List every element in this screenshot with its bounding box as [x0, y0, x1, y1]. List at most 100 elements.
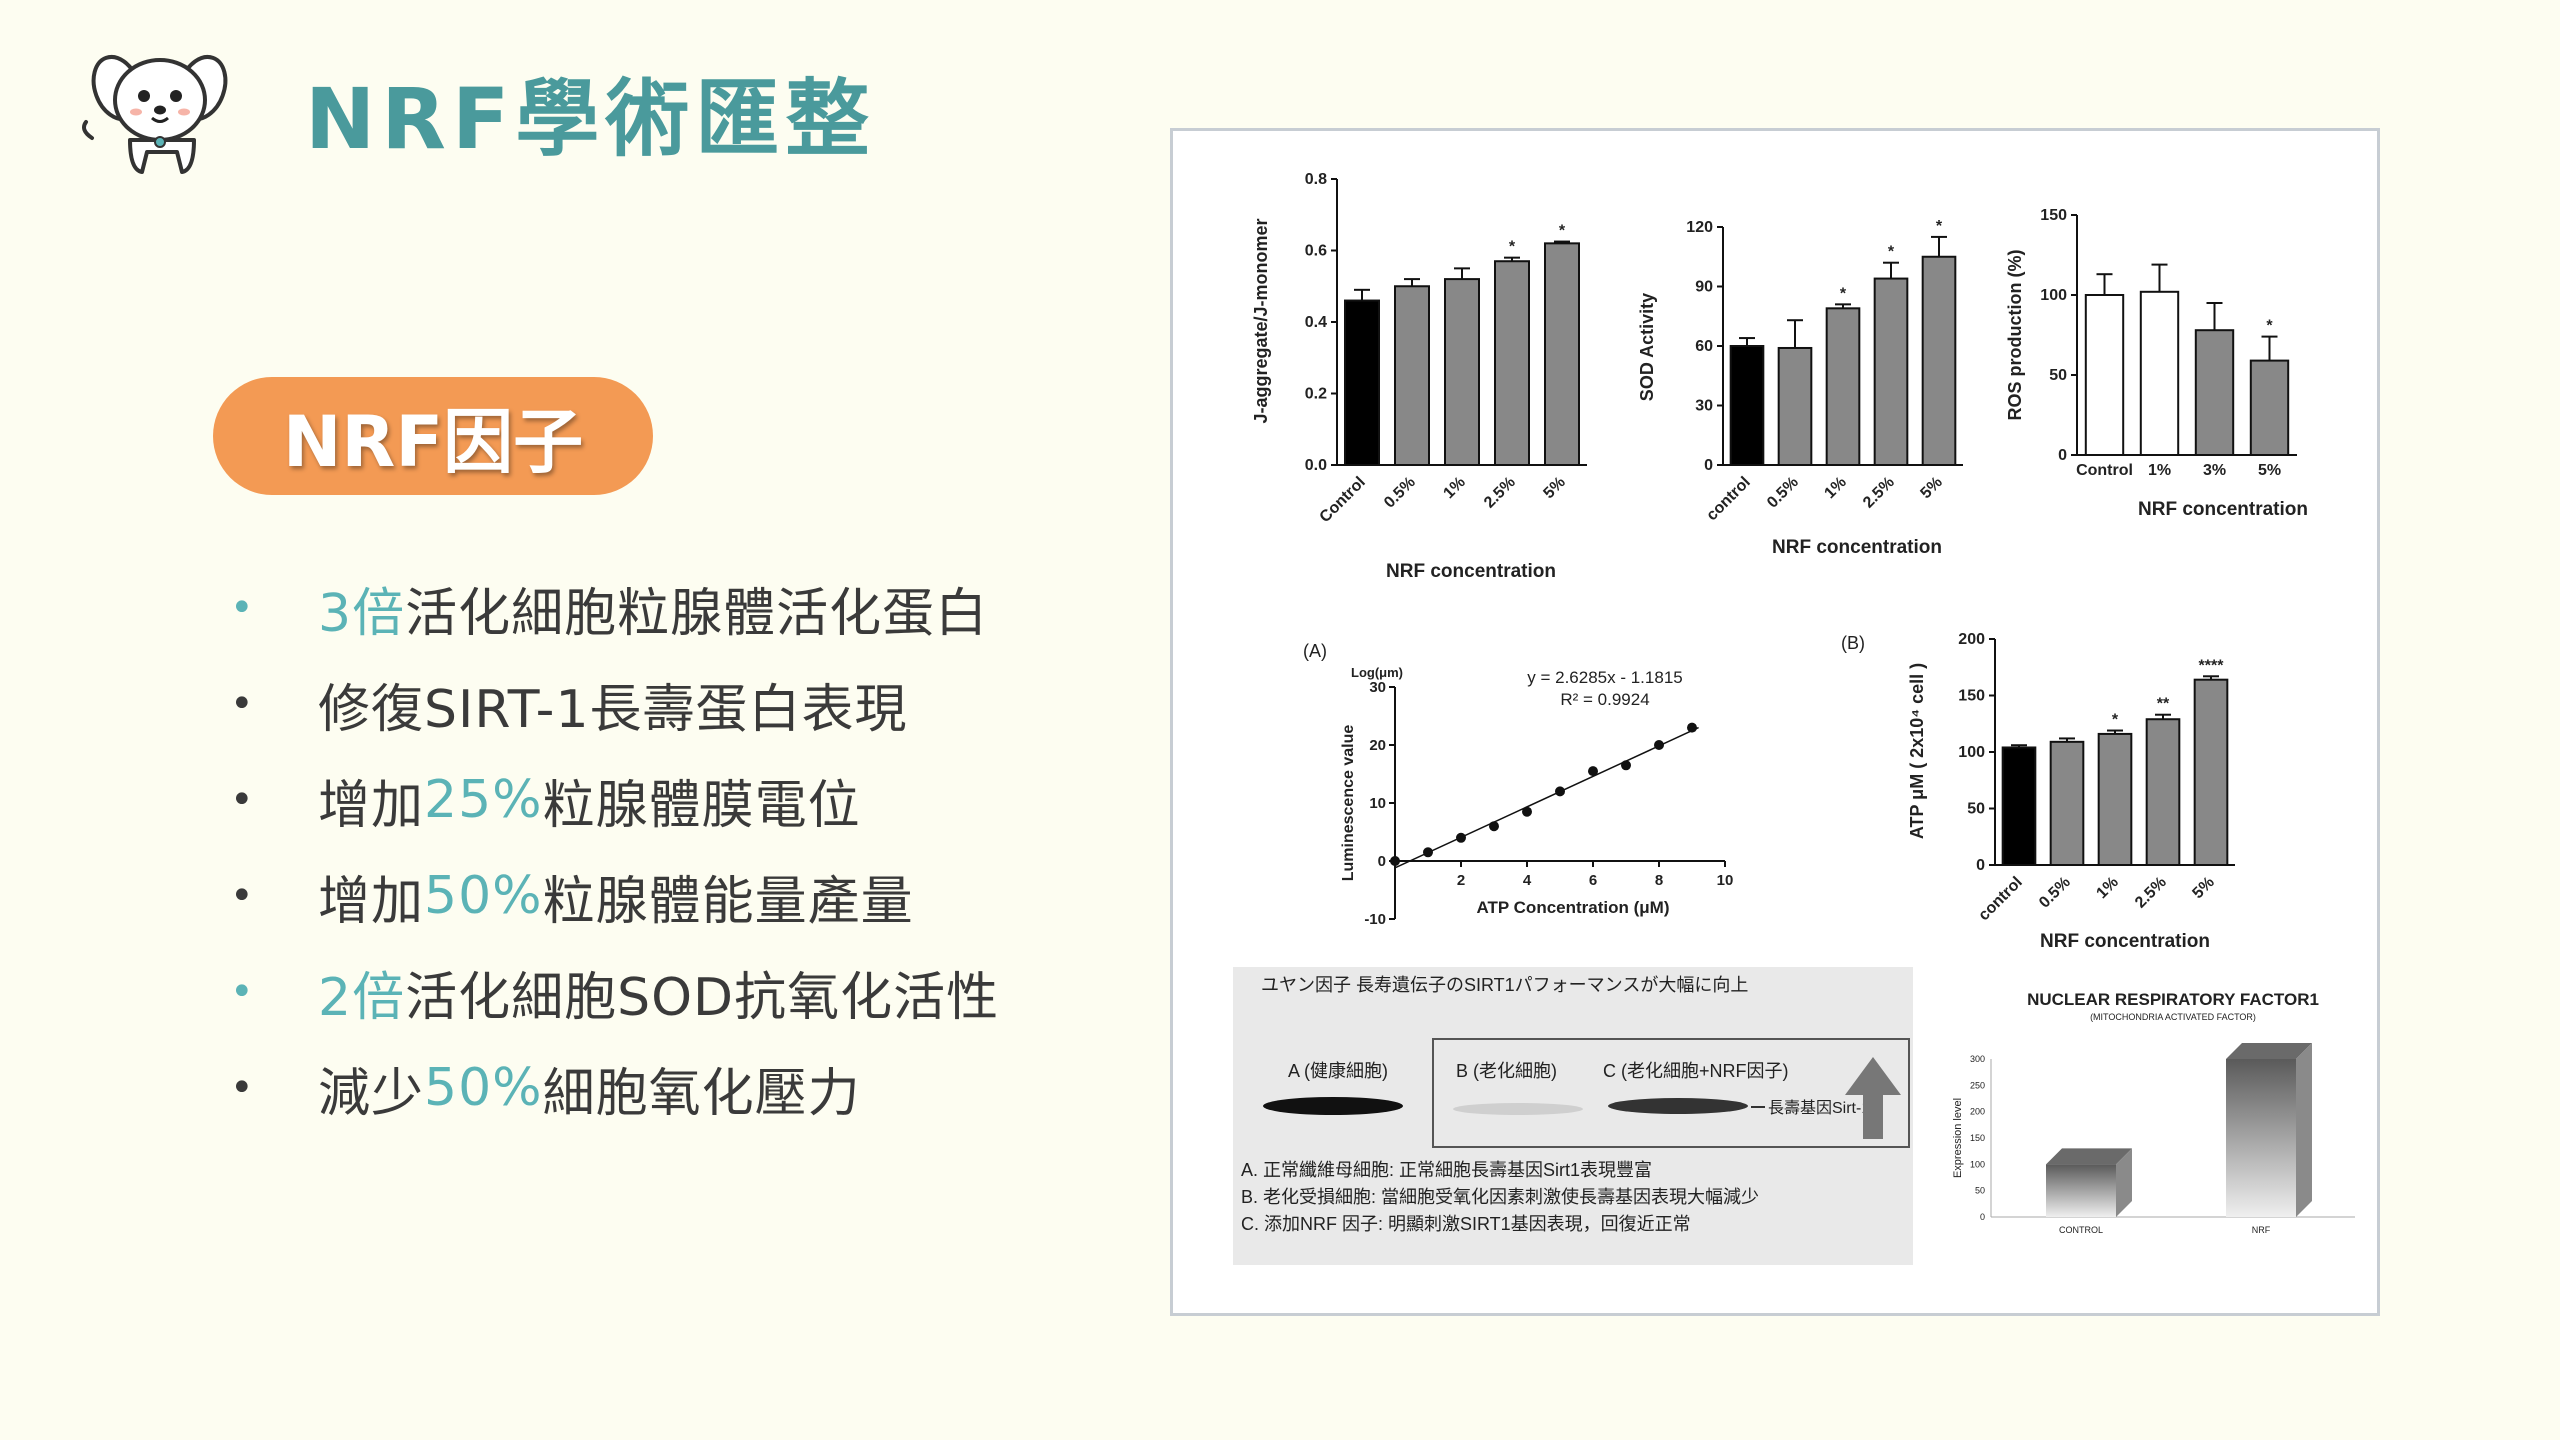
chart-atp-standard-panel-label: (A) [1303, 641, 1327, 661]
chart-atp-bar [2001, 746, 2037, 866]
chart-mmp-x-axis-label: NRF concentration [1386, 561, 1556, 582]
chart-atp-x-tick-label: control [1975, 874, 2025, 924]
chart-ros-x-tick-label: 3% [2203, 462, 2226, 479]
chart-mmp-x-tick-label: 5% [1540, 474, 1568, 502]
chart-sod-y-tick-label: 60 [1695, 338, 1713, 355]
band-label: 長壽基因Sirt-1 [1768, 1099, 1870, 1117]
arrow-up-icon [1845, 1057, 1901, 1139]
chart-atp-standard-point [1489, 821, 1499, 832]
chart-atp-bar [2145, 718, 2181, 866]
bullet-icon: • [230, 777, 255, 823]
chart-sod-y-tick-label: 30 [1695, 398, 1713, 415]
chart-atp-significance-label: * [2112, 712, 2119, 729]
chart-ros-bar [2249, 359, 2290, 457]
band-c [1608, 1098, 1748, 1114]
chart-nrf1-expression: NUCLEAR RESPIRATORY FACTOR1 (MITOCHONDRIA… [1952, 990, 2355, 1235]
chart-atp-standard-trendline [1394, 726, 1699, 869]
chart-ros-y-tick-label: 0 [2058, 447, 2067, 464]
chart-sod-x-axis-label: NRF concentration [1772, 537, 1942, 558]
chart-atp-standard-point [1654, 740, 1664, 750]
list-item: • 減少 50% 細胞氧化壓力 [230, 1040, 999, 1136]
research-figure: ユヤン因子 長寿遺伝子のSIRT1パフォーマンスが大幅に向上 A (健康細胞) … [1170, 128, 2380, 1316]
chart-nrf1-expression-y-tick-label: 0 [1980, 1212, 1985, 1222]
chart-sod-y-tick-label: 0 [1704, 457, 1713, 474]
chart-atp-standard-point [1555, 786, 1565, 797]
chart-atp-standard-point [1390, 856, 1400, 866]
chart-nrf1-expression-bar [2226, 1059, 2296, 1217]
chart-sod-bar [1777, 346, 1813, 467]
chart-atp-standard-y-tick-label: 0 [1378, 853, 1386, 870]
chart-sod-significance-label: * [1936, 218, 1943, 235]
highlight-text: 2倍 [318, 967, 406, 1028]
chart-mmp-x-tick-label: 1% [1440, 474, 1468, 502]
bullet-icon: • [230, 873, 255, 919]
chart-atp-y-axis-label: ATP μM ( 2x10⁴ cell ) [1907, 663, 1927, 839]
chart-atp-y-tick-label: 100 [1958, 744, 1985, 761]
chart-ros-x-tick-label: Control [2076, 462, 2133, 479]
chart-ros-y-tick-label: 150 [2040, 207, 2067, 224]
chart-atp-standard-x-tick-label: 2 [1457, 872, 1465, 889]
chart-atp-standard-y-tick-label: 20 [1369, 737, 1386, 754]
chart-atp-standard-point [1588, 766, 1598, 777]
chart-ros-bar [2084, 294, 2125, 456]
western-blot: ユヤン因子 長寿遺伝子のSIRT1パフォーマンスが大幅に向上 A (健康細胞) … [1233, 967, 1913, 1265]
chart-mmp: 0.0 0.2 0.4 0.6 0.8 Control 0.5% 1% * 2.5% * 5% J-ag… [1251, 171, 1587, 582]
bullet-icon: • [230, 969, 255, 1015]
list-item: • 修復SIRT-1長壽蛋白表現 [230, 656, 999, 752]
chart-ros-y-tick-label: 100 [2040, 287, 2067, 304]
list-item: • 增加 50% 粒腺體能量產量 [230, 848, 999, 944]
chart-sod-bar [1729, 345, 1765, 466]
chart-atp-standard-y-unit-label: Log(μm) [1351, 665, 1403, 680]
chart-ros-y-axis-label: ROS production (%) [2005, 250, 2025, 421]
bullet-text: 活化細胞粒腺體活化蛋白 [405, 583, 989, 644]
lane-b-label: B (老化細胞) [1456, 1061, 1557, 1081]
highlight-text: 3倍 [318, 583, 406, 644]
chart-atp-standard-y-tick-label: 10 [1369, 795, 1386, 812]
chart-atp-standard-x-axis-label: ATP Concentration (μM) [1477, 898, 1670, 917]
page-title: NRF學術匯整 [305, 70, 876, 168]
chart-ros-significance-label: * [2266, 318, 2273, 335]
chart-mmp-y-tick-label: 0.6 [1305, 243, 1327, 260]
chart-atp-y-tick-label: 200 [1958, 631, 1985, 648]
chart-atp-standard-point [1456, 832, 1466, 843]
chart-ros-x-tick-label: 5% [2258, 462, 2281, 479]
chart-nrf1-expression-x-tick-label: CONTROL [2059, 1225, 2103, 1235]
chart-atp-standard-point [1522, 806, 1532, 817]
chart-mmp-x-tick-label: 0.5% [1381, 474, 1419, 512]
chart-atp-standard-x-tick-label: 10 [1717, 872, 1734, 889]
highlight-text: 25% [424, 770, 543, 830]
chart-mmp-y-tick-label: 0.2 [1305, 386, 1327, 403]
bullet-icon: • [230, 585, 255, 631]
chart-nrf1-expression-x-tick-label: NRF [2252, 1225, 2271, 1235]
chart-ros: 0 50 100 150 Control 1% 3% * 5% ROS production (%… [2005, 207, 2308, 520]
chart-atp-standard-point [1687, 722, 1697, 733]
chart-atp-standard-x-tick-label: 4 [1523, 872, 1532, 889]
chart-atp-x-tick-label: 2.5% [2132, 874, 2170, 912]
chart-sod-y-tick-label: 90 [1695, 279, 1713, 296]
chart-atp-standard-equation-label: y = 2.6285x - 1.1815 [1527, 668, 1682, 687]
chart-sod-significance-label: * [1888, 244, 1895, 261]
blot-note-b: B. 老化受損細胞: 當細胞受氧化因素刺激使長壽基因表現大幅減少 [1241, 1187, 1759, 1207]
chart-sod-y-tick-label: 120 [1686, 219, 1713, 236]
chart-sod-bar [1921, 255, 1957, 466]
chart-mmp-x-tick-label: 2.5% [1481, 474, 1519, 512]
chart-atp-panel-label: (B) [1841, 633, 1865, 653]
chart-ros-x-axis-label: NRF concentration [2138, 499, 2308, 520]
chart-nrf1-expression-y-tick-label: 300 [1970, 1054, 1985, 1064]
list-item: • 2倍 活化細胞SOD抗氧化活性 [230, 944, 999, 1040]
chart-nrf1-expression-y-tick-label: 50 [1975, 1186, 1985, 1196]
chart-atp-standard-x-tick-label: 8 [1655, 872, 1663, 889]
bullet-prefix: 增加 [318, 871, 425, 932]
chart-nrf1-expression-y-tick-label: 250 [1970, 1080, 1985, 1090]
bullet-text: 粒腺體膜電位 [542, 775, 861, 836]
benefit-list: • 3倍 活化細胞粒腺體活化蛋白 • 修復SIRT-1長壽蛋白表現 • 增加 2… [230, 560, 999, 1136]
section-pill: NRF因子 [213, 377, 653, 495]
chart-sod-bar [1873, 277, 1909, 466]
chart-mmp-bar [1394, 285, 1430, 466]
highlight-text: 50% [424, 1058, 543, 1118]
bullet-text: 修復SIRT-1長壽蛋白表現 [318, 679, 908, 740]
chart-nrf1-expression-bar-top [2226, 1043, 2312, 1059]
chart-atp-standard-point [1621, 760, 1631, 771]
chart-atp-x-tick-label: 0.5% [2036, 874, 2074, 912]
chart-mmp-bar [1544, 242, 1580, 466]
